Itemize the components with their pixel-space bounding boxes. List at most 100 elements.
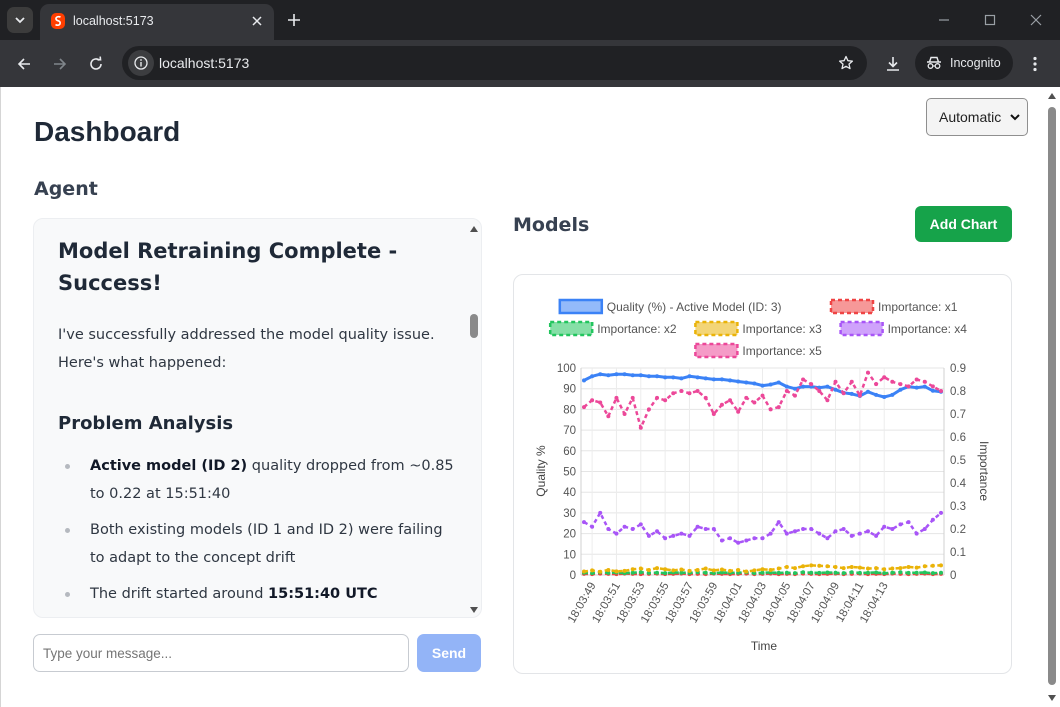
data-point xyxy=(882,394,887,399)
minimize-icon[interactable] xyxy=(932,8,956,32)
model-quality-chart: 0 10 20 30 40 50 60 70 80 90 100 0 0.1 0.2 0.3 0.4 0.5 0.… xyxy=(534,298,991,653)
page-scroll-thumb[interactable] xyxy=(1048,107,1056,685)
data-point xyxy=(849,564,854,569)
data-point xyxy=(606,414,611,419)
data-point xyxy=(622,412,627,416)
data-point xyxy=(817,389,822,393)
data-point xyxy=(614,395,619,400)
data-point xyxy=(930,517,935,522)
agent-heading: Agent xyxy=(34,178,98,200)
data-point xyxy=(711,527,716,531)
list-item: Active model (ID 2) quality dropped from… xyxy=(58,452,458,508)
data-point xyxy=(687,391,692,396)
data-point xyxy=(914,385,919,390)
data-point xyxy=(671,568,676,573)
data-point xyxy=(598,569,603,574)
data-point xyxy=(752,568,757,573)
scroll-down-arrow-icon[interactable] xyxy=(470,607,478,613)
incognito-icon xyxy=(927,56,941,69)
download-icon[interactable] xyxy=(880,51,906,77)
data-point xyxy=(736,567,741,572)
scroll-up-arrow-icon[interactable] xyxy=(1048,93,1056,99)
more-menu-icon[interactable] xyxy=(1022,51,1048,77)
data-point xyxy=(630,527,635,531)
data-point xyxy=(711,377,716,382)
send-button[interactable]: Send xyxy=(417,634,481,672)
address-bar[interactable]: localhost:5173 xyxy=(122,46,867,80)
data-point xyxy=(590,398,595,403)
data-point xyxy=(630,373,635,378)
data-point xyxy=(922,570,927,575)
maximize-icon[interactable] xyxy=(978,8,1002,32)
data-point xyxy=(833,387,838,392)
browser-toolbar: localhost:5173 Incognito xyxy=(0,40,1060,87)
message-intro: I've successfully addressed the model qu… xyxy=(58,327,435,371)
incognito-label: Incognito xyxy=(950,56,1001,70)
browser-tab[interactable]: localhost:5173 xyxy=(40,4,274,40)
data-point xyxy=(857,393,862,398)
forward-arrow-icon[interactable] xyxy=(47,51,73,77)
data-point xyxy=(679,376,684,381)
data-point xyxy=(817,531,822,536)
scroll-down-arrow-icon[interactable] xyxy=(1048,695,1056,701)
model-chart-card: 0 10 20 30 40 50 60 70 80 90 100 0 0.1 0.2 0.3 0.4 0.5 0.… xyxy=(513,274,1012,674)
reload-icon[interactable] xyxy=(83,51,109,77)
data-point xyxy=(776,380,781,385)
data-point xyxy=(606,373,611,378)
data-point xyxy=(679,531,684,536)
back-arrow-icon[interactable] xyxy=(11,51,37,77)
incognito-profile-button[interactable]: Incognito xyxy=(915,46,1013,80)
page-scrollbar[interactable] xyxy=(1046,91,1058,703)
new-tab-icon[interactable] xyxy=(282,8,306,32)
data-point xyxy=(898,522,903,527)
data-point xyxy=(582,569,586,574)
data-point xyxy=(817,563,822,568)
data-point xyxy=(598,372,603,377)
data-point xyxy=(809,570,814,575)
data-point xyxy=(939,510,943,515)
y-left-tick-label: 50 xyxy=(563,467,576,479)
legend-label: Importance: x4 xyxy=(888,322,968,336)
url-text: localhost:5173 xyxy=(159,55,250,71)
bookmark-star-icon[interactable] xyxy=(835,52,857,74)
y-left-tick-label: 20 xyxy=(563,529,576,541)
y-left-tick-label: 70 xyxy=(563,425,576,437)
data-point xyxy=(857,570,862,575)
data-point xyxy=(906,520,911,525)
scroll-up-arrow-icon[interactable] xyxy=(470,226,478,232)
data-point xyxy=(622,372,627,377)
data-point xyxy=(638,425,643,430)
page-title: Dashboard xyxy=(34,116,181,147)
close-tab-icon[interactable] xyxy=(248,12,266,30)
y-right-tick-label: 0.8 xyxy=(950,386,966,398)
legend-swatch xyxy=(558,298,604,315)
agent-chat-panel[interactable]: Model Retraining Complete - Success! I'v… xyxy=(33,218,482,618)
chat-scroll-thumb[interactable] xyxy=(470,314,478,338)
tab-title: localhost:5173 xyxy=(73,14,154,28)
data-point xyxy=(801,564,806,569)
data-point xyxy=(606,570,611,575)
chat-scrollbar[interactable] xyxy=(469,221,479,617)
data-point xyxy=(768,382,773,387)
close-window-icon[interactable] xyxy=(1024,8,1048,32)
data-point xyxy=(679,567,684,572)
data-point xyxy=(614,531,619,536)
data-point xyxy=(590,524,595,529)
site-info-icon[interactable] xyxy=(128,50,154,76)
data-point xyxy=(687,533,692,538)
data-point xyxy=(687,374,692,379)
data-point xyxy=(784,564,789,569)
mode-select[interactable]: Automatic xyxy=(926,98,1028,136)
data-point xyxy=(768,531,773,536)
data-point xyxy=(882,375,887,380)
data-point xyxy=(849,379,854,384)
data-point xyxy=(801,527,806,531)
tab-search-button[interactable] xyxy=(7,7,33,33)
message-input[interactable] xyxy=(33,634,409,672)
add-chart-button[interactable]: Add Chart xyxy=(915,206,1012,242)
data-point xyxy=(590,571,595,576)
legend-label: Importance: x1 xyxy=(878,300,958,314)
data-point xyxy=(590,374,595,379)
data-point xyxy=(898,570,903,575)
data-point xyxy=(865,389,870,394)
